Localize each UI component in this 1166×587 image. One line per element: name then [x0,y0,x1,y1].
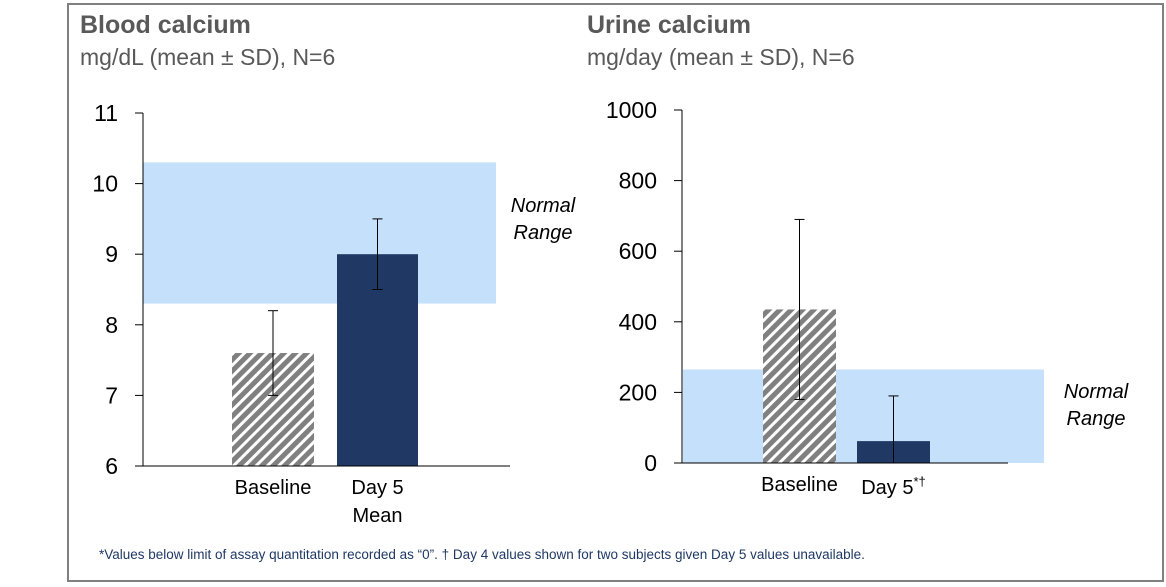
y-tick-label: 10 [92,171,118,197]
y-tick-label: 6 [105,453,118,479]
footnote: *Values below limit of assay quantitatio… [99,547,865,562]
category-label: Day 5*† [861,474,926,499]
figure-frame [67,3,1164,582]
blood-chart-title: Blood calcium [80,11,251,39]
category-label: Baseline [761,474,838,496]
urine-chart-title: Urine calcium [587,11,751,39]
y-tick-label: 600 [619,238,657,264]
normal-range-label: Normal Range [1064,381,1129,430]
y-tick-label: 7 [105,382,118,408]
category-label: Baseline [235,477,312,499]
normal-range-label: Normal Range [511,195,576,244]
y-tick-label: 11 [94,100,118,126]
category-label: Day 5 Mean [351,477,403,527]
y-tick-label: 9 [105,241,118,267]
y-tick-label: 200 [619,379,657,405]
y-tick-label: 0 [644,450,657,476]
y-tick-label: 800 [619,168,657,194]
blood-chart-subtitle: mg/dL (mean ± SD), N=6 [80,44,336,70]
y-tick-label: 1000 [606,97,657,123]
urine-chart-subtitle: mg/day (mean ± SD), N=6 [587,44,855,70]
normal-range-band [143,162,496,304]
y-tick-label: 400 [619,309,657,335]
y-tick-label: 8 [105,312,118,338]
